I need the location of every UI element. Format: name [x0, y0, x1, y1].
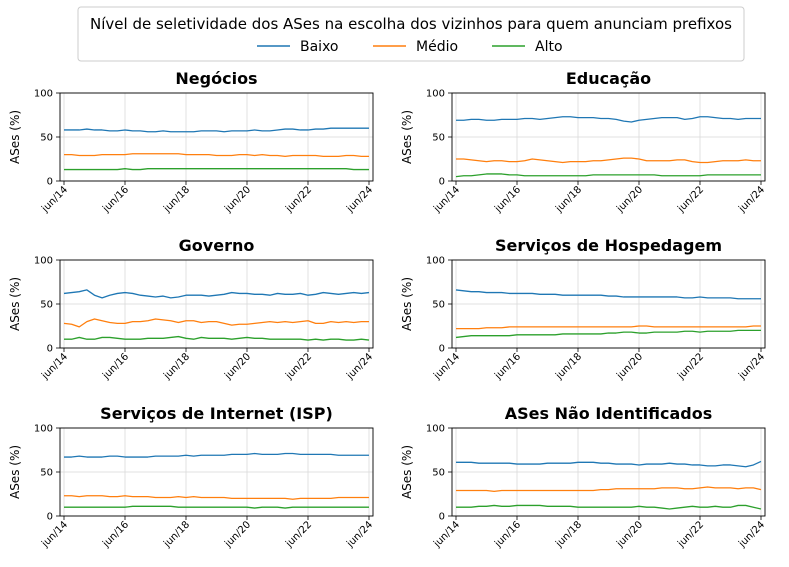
x-tick-label: jun/18	[553, 519, 584, 550]
x-tick-label: jun/14	[39, 519, 70, 550]
y-tick-label: 0	[47, 177, 53, 188]
series-line-medio	[456, 157, 761, 164]
panel-4: 0 50 100 jun/14 jun/16 jun/18 jun/20 jun/22 jun/…	[400, 236, 767, 382]
y-tick-label: 100	[34, 89, 53, 100]
series-line-alto	[64, 168, 369, 171]
x-tick-label: jun/16	[492, 184, 523, 215]
y-tick-label: 50	[432, 300, 445, 311]
series-line-baixo	[456, 116, 761, 123]
x-tick-label: jun/18	[553, 184, 584, 215]
x-tick-label: jun/24	[344, 519, 375, 550]
panel-6: 0 50 100 jun/14 jun/16 jun/18 jun/20 jun/22 jun/…	[400, 404, 767, 550]
panel-title: Negócios	[175, 69, 257, 88]
series-line-alto	[455, 329, 761, 339]
legend: Nível de seletividade dos ASes na escolh…	[77, 6, 745, 62]
x-tick-label: jun/24	[736, 519, 767, 550]
x-tick-label: jun/18	[553, 351, 584, 382]
y-tick-label: 0	[47, 512, 53, 523]
y-tick-label: 0	[47, 344, 53, 355]
x-tick-label: jun/14	[39, 184, 70, 215]
x-tick-label: jun/20	[614, 184, 645, 215]
y-tick-label: 100	[34, 256, 53, 267]
x-tick-label: jun/14	[431, 184, 462, 215]
y-tick-label: 0	[439, 344, 445, 355]
y-tick-label: 50	[40, 133, 53, 144]
y-tick-label: 100	[426, 89, 445, 100]
x-tick-label: jun/18	[161, 351, 192, 382]
x-tick-label: jun/16	[100, 184, 131, 215]
x-tick-label: jun/16	[100, 351, 131, 382]
y-tick-label: 0	[439, 512, 445, 523]
panel-5: 0 50 100 jun/14 jun/16 jun/18 jun/20 jun/22 jun/…	[8, 404, 375, 550]
legend-label-medio: Médio	[416, 39, 458, 55]
panel-title: Serviços de Internet (ISP)	[100, 404, 333, 423]
x-tick-label: jun/20	[222, 519, 253, 550]
x-tick-label: jun/20	[614, 519, 645, 550]
series-line-medio	[63, 318, 369, 328]
y-axis-label: ASes (%)	[8, 110, 22, 164]
series-line-alto	[455, 173, 761, 178]
x-tick-label: jun/22	[675, 351, 706, 382]
x-tick-label: jun/22	[283, 351, 314, 382]
panels: 0 50 100 jun/14 jun/16 jun/18 jun/20 jun/22 jun/…	[8, 69, 767, 550]
x-tick-label: jun/18	[161, 184, 192, 215]
x-tick-label: jun/22	[675, 184, 706, 215]
x-tick-label: jun/22	[675, 519, 706, 550]
y-tick-label: 100	[34, 424, 53, 435]
panel-2: 0 50 100 jun/14 jun/16 jun/18 jun/20 jun/22 jun/…	[400, 69, 767, 215]
x-tick-label: jun/24	[344, 184, 375, 215]
series-line-alto	[64, 505, 369, 509]
series-line-medio	[64, 495, 369, 500]
panel-title: Serviços de Hospedagem	[495, 236, 722, 255]
series-line-medio	[456, 325, 761, 330]
y-tick-label: 50	[432, 468, 445, 479]
y-tick-label: 0	[439, 177, 445, 188]
legend-label-alto: Alto	[535, 39, 563, 55]
legend-label-baixo: Baixo	[300, 39, 339, 55]
x-tick-label: jun/14	[431, 519, 462, 550]
series-line-alto	[64, 335, 370, 341]
y-tick-label: 50	[432, 133, 445, 144]
x-tick-label: jun/20	[222, 184, 253, 215]
legend-frame	[77, 6, 745, 62]
x-tick-label: jun/14	[431, 351, 462, 382]
y-axis-label: ASes (%)	[400, 277, 414, 331]
y-axis-label: ASes (%)	[8, 445, 22, 499]
series-line-baixo	[64, 127, 369, 133]
y-axis-label: ASes (%)	[400, 110, 414, 164]
x-tick-label: jun/24	[344, 351, 375, 382]
x-tick-label: jun/14	[39, 351, 70, 382]
panel-1: 0 50 100 jun/14 jun/16 jun/18 jun/20 jun/22 jun/…	[8, 69, 375, 215]
x-tick-label: jun/16	[492, 351, 523, 382]
panel-title: Governo	[179, 236, 255, 255]
y-axis-label: ASes (%)	[8, 277, 22, 331]
series-line-alto	[456, 504, 762, 510]
x-tick-label: jun/20	[222, 351, 253, 382]
series-line-medio	[64, 153, 369, 158]
x-tick-label: jun/16	[492, 519, 523, 550]
x-tick-label: jun/22	[283, 519, 314, 550]
x-tick-label: jun/24	[736, 351, 767, 382]
x-tick-label: jun/22	[283, 184, 314, 215]
series-line-baixo	[456, 460, 762, 468]
series-line-baixo	[64, 452, 369, 458]
y-tick-label: 50	[40, 300, 53, 311]
x-tick-label: jun/20	[614, 351, 645, 382]
y-tick-label: 50	[40, 468, 53, 479]
x-tick-label: jun/18	[161, 519, 192, 550]
x-tick-label: jun/24	[736, 184, 767, 215]
series-line-baixo	[63, 289, 370, 299]
legend-title: Nível de seletividade dos ASes na escolh…	[90, 15, 732, 33]
panel-title: Educação	[566, 69, 651, 88]
panel-3: 0 50 100 jun/14 jun/16 jun/18 jun/20 jun/22 jun/…	[8, 236, 375, 382]
panel-title: ASes Não Identificados	[505, 404, 713, 423]
y-tick-label: 100	[426, 424, 445, 435]
x-tick-label: jun/16	[100, 519, 131, 550]
y-tick-label: 100	[426, 256, 445, 267]
series-line-baixo	[455, 289, 761, 300]
y-axis-label: ASes (%)	[400, 445, 414, 499]
series-line-medio	[456, 486, 762, 493]
